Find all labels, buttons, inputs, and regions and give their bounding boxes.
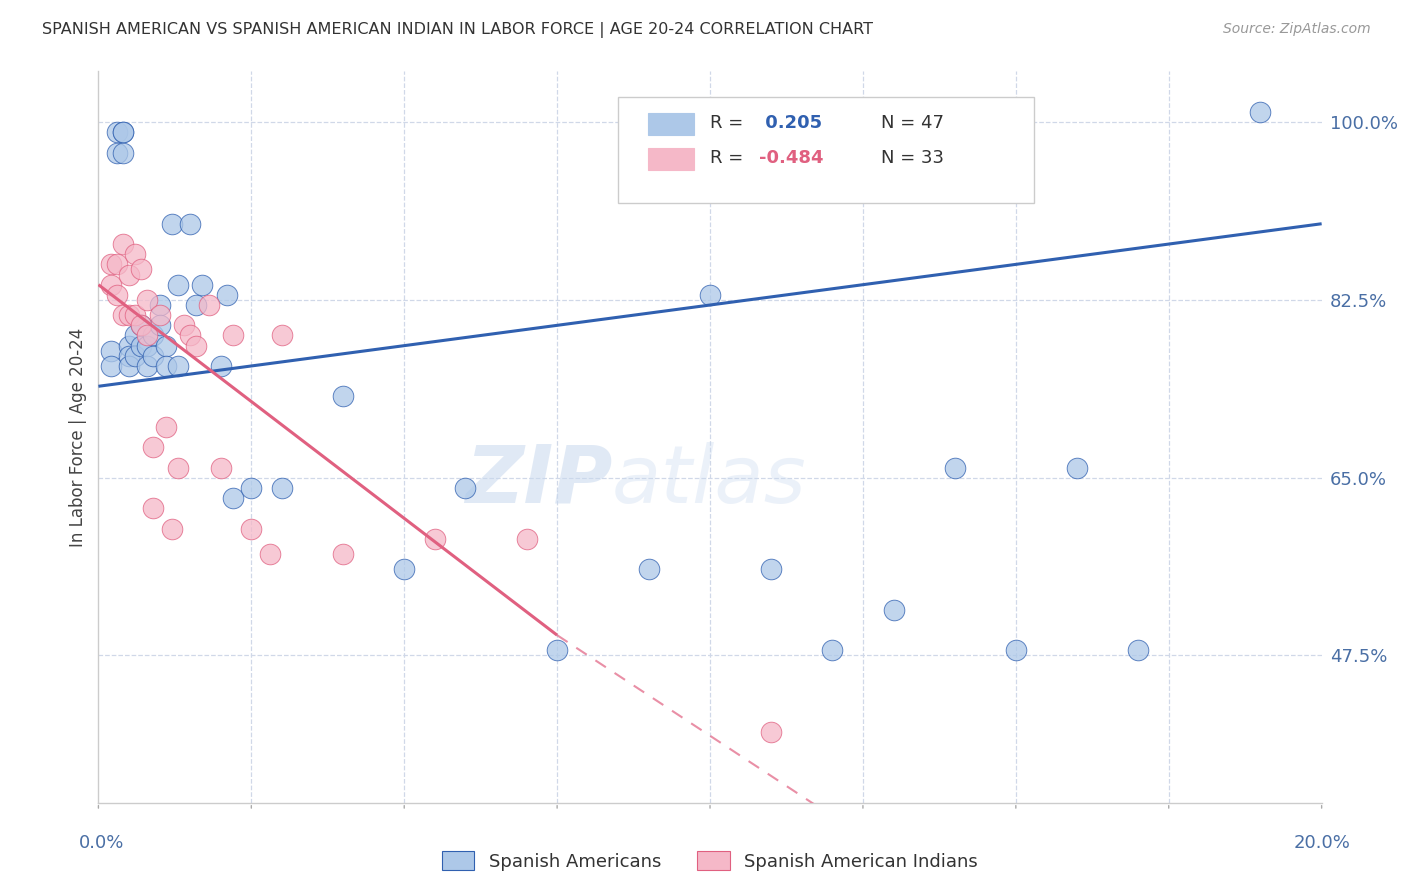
- Point: [821, 643, 844, 657]
- Point: [100, 257, 122, 271]
- Point: [100, 277, 122, 292]
- Text: R =: R =: [710, 113, 744, 131]
- Point: [173, 318, 195, 333]
- Point: [186, 298, 208, 312]
- Bar: [648, 148, 695, 170]
- Point: [118, 268, 141, 282]
- Bar: [648, 113, 695, 135]
- Point: [124, 328, 146, 343]
- Point: [142, 501, 165, 516]
- Point: [943, 460, 966, 475]
- Text: 20.0%: 20.0%: [1294, 834, 1350, 852]
- Point: [118, 349, 141, 363]
- Point: [423, 532, 446, 546]
- Point: [149, 298, 172, 312]
- Point: [191, 277, 214, 292]
- Point: [155, 420, 177, 434]
- Point: [883, 603, 905, 617]
- Point: [454, 481, 477, 495]
- Text: Source: ZipAtlas.com: Source: ZipAtlas.com: [1223, 22, 1371, 37]
- Point: [124, 349, 146, 363]
- Point: [167, 460, 190, 475]
- Point: [222, 491, 245, 505]
- Text: N = 33: N = 33: [882, 149, 945, 167]
- Point: [155, 359, 177, 373]
- Point: [136, 359, 159, 373]
- Point: [129, 318, 152, 333]
- Point: [259, 547, 281, 561]
- Point: [759, 562, 782, 576]
- Point: [111, 125, 134, 139]
- Point: [209, 359, 232, 373]
- Text: R =: R =: [710, 149, 744, 167]
- Point: [179, 328, 201, 343]
- Point: [149, 318, 172, 333]
- Point: [332, 389, 354, 403]
- Point: [167, 359, 190, 373]
- Point: [105, 125, 128, 139]
- Text: 0.205: 0.205: [759, 113, 823, 131]
- Point: [136, 338, 159, 352]
- Point: [699, 288, 721, 302]
- Point: [142, 328, 165, 343]
- Point: [332, 547, 354, 561]
- Point: [270, 481, 292, 495]
- Point: [160, 217, 183, 231]
- Point: [142, 440, 165, 454]
- Point: [215, 288, 238, 302]
- FancyBboxPatch shape: [619, 97, 1035, 203]
- Point: [392, 562, 416, 576]
- Point: [118, 359, 141, 373]
- Point: [546, 643, 568, 657]
- Point: [209, 460, 232, 475]
- Point: [167, 277, 190, 292]
- Point: [1128, 643, 1150, 657]
- Point: [222, 328, 245, 343]
- Point: [129, 262, 152, 277]
- Point: [637, 562, 661, 576]
- Point: [160, 521, 183, 535]
- Point: [1249, 105, 1271, 120]
- Point: [111, 125, 134, 139]
- Text: -0.484: -0.484: [759, 149, 824, 167]
- Point: [186, 338, 208, 352]
- Point: [100, 359, 122, 373]
- Point: [111, 145, 134, 160]
- Point: [142, 349, 165, 363]
- Point: [118, 308, 141, 322]
- Point: [111, 237, 134, 252]
- Text: 0.0%: 0.0%: [79, 834, 124, 852]
- Point: [105, 288, 128, 302]
- Point: [240, 521, 263, 535]
- Point: [516, 532, 538, 546]
- Text: ZIP: ZIP: [465, 442, 612, 520]
- Point: [129, 338, 152, 352]
- Point: [136, 293, 159, 307]
- Point: [129, 318, 152, 333]
- Point: [270, 328, 292, 343]
- Legend: Spanish Americans, Spanish American Indians: Spanish Americans, Spanish American Indi…: [434, 844, 986, 878]
- Text: N = 47: N = 47: [882, 113, 945, 131]
- Point: [118, 338, 141, 352]
- Point: [759, 724, 782, 739]
- Point: [149, 308, 172, 322]
- Y-axis label: In Labor Force | Age 20-24: In Labor Force | Age 20-24: [69, 327, 87, 547]
- Text: atlas: atlas: [612, 442, 807, 520]
- Point: [136, 328, 159, 343]
- Point: [124, 247, 146, 261]
- Point: [111, 308, 134, 322]
- Point: [105, 145, 128, 160]
- Point: [1004, 643, 1026, 657]
- Point: [100, 343, 122, 358]
- Point: [1066, 460, 1088, 475]
- Point: [124, 308, 146, 322]
- Point: [179, 217, 201, 231]
- Point: [105, 257, 128, 271]
- Point: [155, 338, 177, 352]
- Text: SPANISH AMERICAN VS SPANISH AMERICAN INDIAN IN LABOR FORCE | AGE 20-24 CORRELATI: SPANISH AMERICAN VS SPANISH AMERICAN IND…: [42, 22, 873, 38]
- Point: [197, 298, 219, 312]
- Point: [240, 481, 263, 495]
